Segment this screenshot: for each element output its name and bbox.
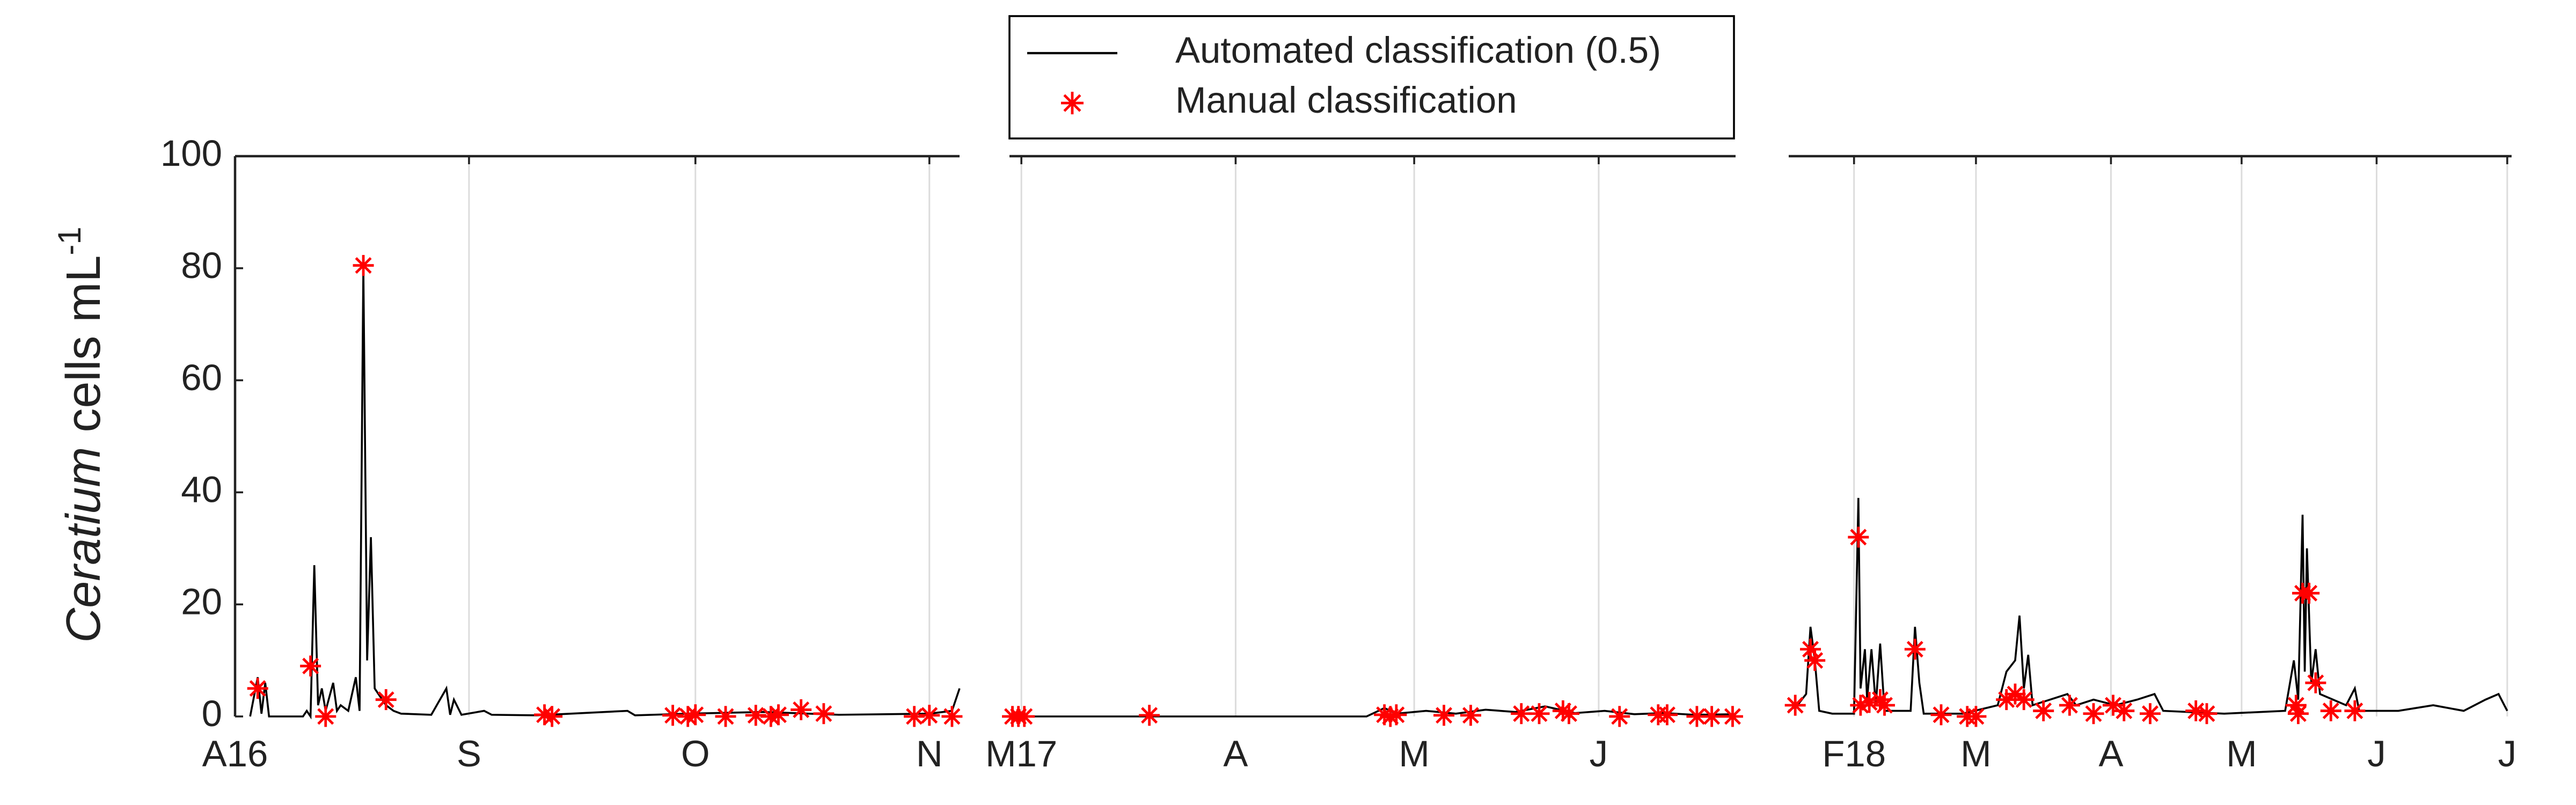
data-point [1460, 705, 1481, 726]
data-point [1874, 694, 1896, 716]
data-point [2140, 703, 2161, 724]
data-point [2196, 703, 2218, 724]
y-tick-label: 0 [202, 693, 222, 734]
data-point [1850, 694, 1871, 716]
data-point [2305, 672, 2326, 693]
data-line [1788, 497, 2508, 715]
x-tick-label: A [1223, 733, 1248, 774]
x-tick-label: J [2367, 733, 2386, 774]
data-point [1722, 706, 1743, 727]
data-point [919, 705, 940, 726]
data-point [353, 255, 374, 276]
data-point [1656, 704, 1678, 726]
data-point [2013, 689, 2035, 711]
data-point [768, 704, 789, 726]
x-tick-label: F18 [1822, 733, 1886, 774]
data-point [1930, 704, 1952, 726]
data-point [1014, 706, 1035, 727]
data-point [941, 706, 963, 727]
data-point [1804, 650, 1826, 671]
data-point [1139, 705, 1160, 726]
data-point [1609, 706, 1630, 727]
x-tick-label: S [457, 733, 481, 774]
x-tick-label: M [1399, 733, 1429, 774]
y-tick-label: 80 [181, 245, 222, 286]
data-point [1558, 703, 1579, 724]
data-point [685, 704, 706, 726]
data-point [2299, 582, 2320, 604]
x-tick-label: N [916, 733, 943, 774]
y-axis-label: Ceratium cells mL-1 [52, 226, 111, 643]
y-label-superscript: -1 [52, 226, 87, 255]
y-tick-label: 60 [181, 357, 222, 398]
data-point [1996, 689, 2017, 711]
data-line [249, 268, 961, 720]
legend-label: Automated classification (0.5) [1175, 30, 1661, 71]
y-tick-label: 20 [181, 581, 222, 622]
data-point [2287, 703, 2309, 724]
legend-marker [1061, 92, 1084, 114]
data-point [813, 703, 835, 724]
x-tick-label: O [681, 733, 710, 774]
legend: Automated classification (0.5) Manual cla… [1008, 15, 1735, 140]
data-point [1380, 706, 1401, 727]
data-point [1552, 700, 1574, 722]
x-tick-label: M [1960, 733, 1991, 774]
legend-label: Manual classification [1175, 79, 1517, 121]
data-point [1800, 639, 1821, 660]
data-point [715, 706, 736, 727]
data-point [2033, 700, 2054, 722]
data-point [2083, 703, 2104, 724]
data-point [2113, 700, 2135, 722]
data-point [2185, 700, 2207, 722]
x-tick-label: M17 [985, 733, 1057, 774]
x-tick-label: J [2498, 733, 2517, 774]
data-point [1511, 703, 1532, 724]
y-tick-label: 40 [181, 469, 222, 510]
data-point [1904, 639, 1926, 660]
data-point [1848, 526, 1869, 548]
data-point [1784, 694, 1806, 716]
data-point [745, 705, 766, 726]
data-point [677, 706, 699, 727]
data-point [1386, 704, 1407, 726]
data-point [300, 655, 321, 677]
data-point [1433, 705, 1455, 726]
data-point [534, 704, 555, 726]
data-point [791, 699, 812, 720]
x-tick-label: M [2226, 733, 2257, 774]
data-point [1686, 706, 1708, 727]
y-tick-label: 100 [160, 133, 222, 174]
data-point [662, 705, 684, 726]
y-label-text: cells mL [57, 255, 111, 433]
x-tick-label: J [1590, 733, 1608, 774]
y-label-italic: Ceratium [57, 447, 111, 643]
data-point [904, 706, 925, 727]
data-point [1965, 706, 1987, 727]
data-point [1701, 706, 1723, 727]
data-point [1374, 704, 1395, 726]
legend-box [1008, 15, 1735, 140]
data-point [2320, 700, 2341, 722]
data-point [2103, 694, 2124, 716]
data-point [2059, 694, 2080, 716]
data-point [541, 706, 563, 727]
x-tick-label: A [2098, 733, 2123, 774]
data-point [2004, 683, 2026, 705]
data-point [2285, 694, 2307, 716]
data-point [375, 689, 397, 711]
x-tick-label: A16 [202, 733, 268, 774]
data-point [315, 706, 336, 727]
data-point [2344, 700, 2366, 722]
data-point [247, 678, 268, 699]
data-point [1858, 692, 1880, 713]
data-point [1528, 703, 1550, 724]
data-point [760, 706, 781, 727]
